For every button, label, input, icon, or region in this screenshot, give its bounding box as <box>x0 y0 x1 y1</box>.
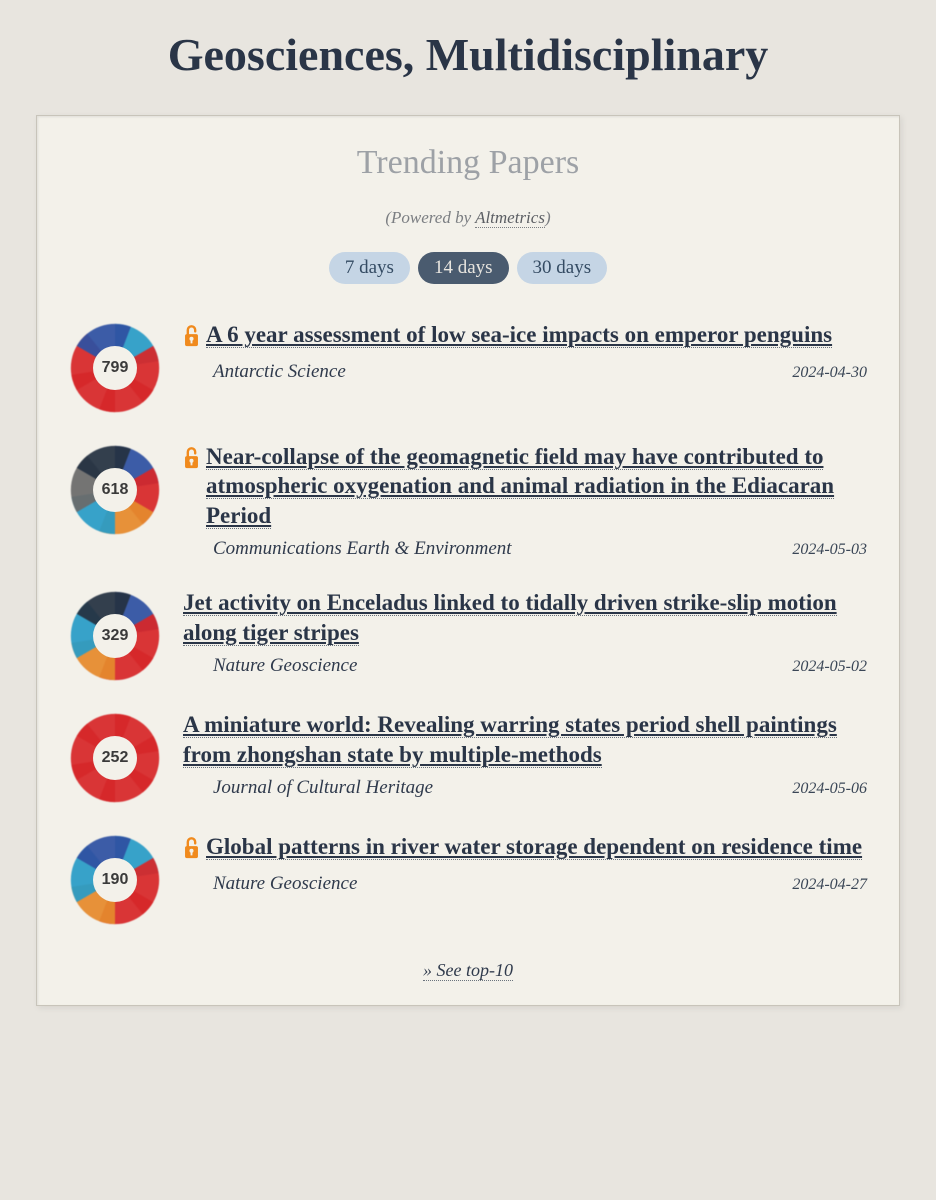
paper-row: 618 Near-collapse of the geomagnetic fiel… <box>69 442 867 560</box>
paper-title-link[interactable]: Global patterns in river water storage d… <box>206 834 862 860</box>
altmetric-score: 618 <box>93 468 137 512</box>
journal-name: Journal of Cultural Heritage <box>213 777 433 799</box>
paper-body: Global patterns in river water storage d… <box>183 832 867 895</box>
altmetric-score: 190 <box>93 858 137 902</box>
range-tab-30-days[interactable]: 30 days <box>517 252 608 284</box>
paper-row: 799 A 6 year assessment of low sea-ice im… <box>69 320 867 414</box>
paper-meta: Journal of Cultural Heritage 2024-05-06 <box>183 777 867 799</box>
paper-row: 252 A miniature world: Revealing warring … <box>69 710 867 804</box>
paper-title-row: A 6 year assessment of low sea-ice impac… <box>183 320 867 353</box>
section-title: Trending Papers <box>69 144 867 182</box>
altmetric-donut[interactable]: 329 <box>69 590 161 682</box>
page-title: Geosciences, Multidisciplinary <box>0 0 936 115</box>
altmetrics-link[interactable]: Altmetrics <box>475 208 545 228</box>
see-top-10-link[interactable]: » See top-10 <box>423 960 513 981</box>
paper-date: 2024-04-27 <box>792 876 867 894</box>
altmetric-score: 329 <box>93 614 137 658</box>
paper-meta: Nature Geoscience 2024-05-02 <box>183 655 867 677</box>
paper-body: A 6 year assessment of low sea-ice impac… <box>183 320 867 383</box>
journal-name: Communications Earth & Environment <box>213 538 512 560</box>
powered-by: (Powered by Altmetrics) <box>69 208 867 228</box>
powered-suffix: ) <box>545 208 551 227</box>
paper-date: 2024-05-02 <box>792 658 867 676</box>
paper-meta: Antarctic Science 2024-04-30 <box>183 361 867 383</box>
paper-title-row: A miniature world: Revealing warring sta… <box>183 710 867 769</box>
paper-meta: Nature Geoscience 2024-04-27 <box>183 873 867 895</box>
paper-date: 2024-05-06 <box>792 780 867 798</box>
paper-title-link[interactable]: Near-collapse of the geomagnetic field m… <box>206 444 834 529</box>
powered-prefix: (Powered by <box>385 208 475 227</box>
journal-name: Nature Geoscience <box>213 873 357 895</box>
paper-title-row: Near-collapse of the geomagnetic field m… <box>183 442 867 530</box>
paper-row: 190 Global patterns in river water storag… <box>69 832 867 926</box>
journal-name: Antarctic Science <box>213 361 346 383</box>
paper-title-link[interactable]: A miniature world: Revealing warring sta… <box>183 712 837 767</box>
open-access-icon <box>183 836 200 865</box>
paper-title-row: Jet activity on Enceladus linked to tida… <box>183 588 867 647</box>
range-tab-14-days[interactable]: 14 days <box>418 252 509 284</box>
paper-meta: Communications Earth & Environment 2024-0… <box>183 538 867 560</box>
altmetric-score: 252 <box>93 736 137 780</box>
altmetric-donut[interactable]: 799 <box>69 322 161 414</box>
range-tab-7-days[interactable]: 7 days <box>329 252 410 284</box>
paper-title-row: Global patterns in river water storage d… <box>183 832 867 865</box>
range-tabs: 7 days14 days30 days <box>69 252 867 284</box>
open-access-icon <box>183 324 200 353</box>
altmetric-score: 799 <box>93 346 137 390</box>
altmetric-donut[interactable]: 190 <box>69 834 161 926</box>
paper-body: Jet activity on Enceladus linked to tida… <box>183 588 867 677</box>
paper-body: A miniature world: Revealing warring sta… <box>183 710 867 799</box>
paper-title-link[interactable]: Jet activity on Enceladus linked to tida… <box>183 590 837 645</box>
paper-date: 2024-04-30 <box>792 364 867 382</box>
paper-body: Near-collapse of the geomagnetic field m… <box>183 442 867 560</box>
trending-card: Trending Papers (Powered by Altmetrics) … <box>36 115 900 1006</box>
paper-row: 329 Jet activity on Enceladus linked to t… <box>69 588 867 682</box>
open-access-icon <box>183 446 200 475</box>
altmetric-donut[interactable]: 252 <box>69 712 161 804</box>
paper-date: 2024-05-03 <box>792 541 867 559</box>
altmetric-donut[interactable]: 618 <box>69 444 161 536</box>
paper-list: 799 A 6 year assessment of low sea-ice im… <box>69 320 867 926</box>
journal-name: Nature Geoscience <box>213 655 357 677</box>
paper-title-link[interactable]: A 6 year assessment of low sea-ice impac… <box>206 322 832 348</box>
see-more: » See top-10 <box>69 960 867 981</box>
